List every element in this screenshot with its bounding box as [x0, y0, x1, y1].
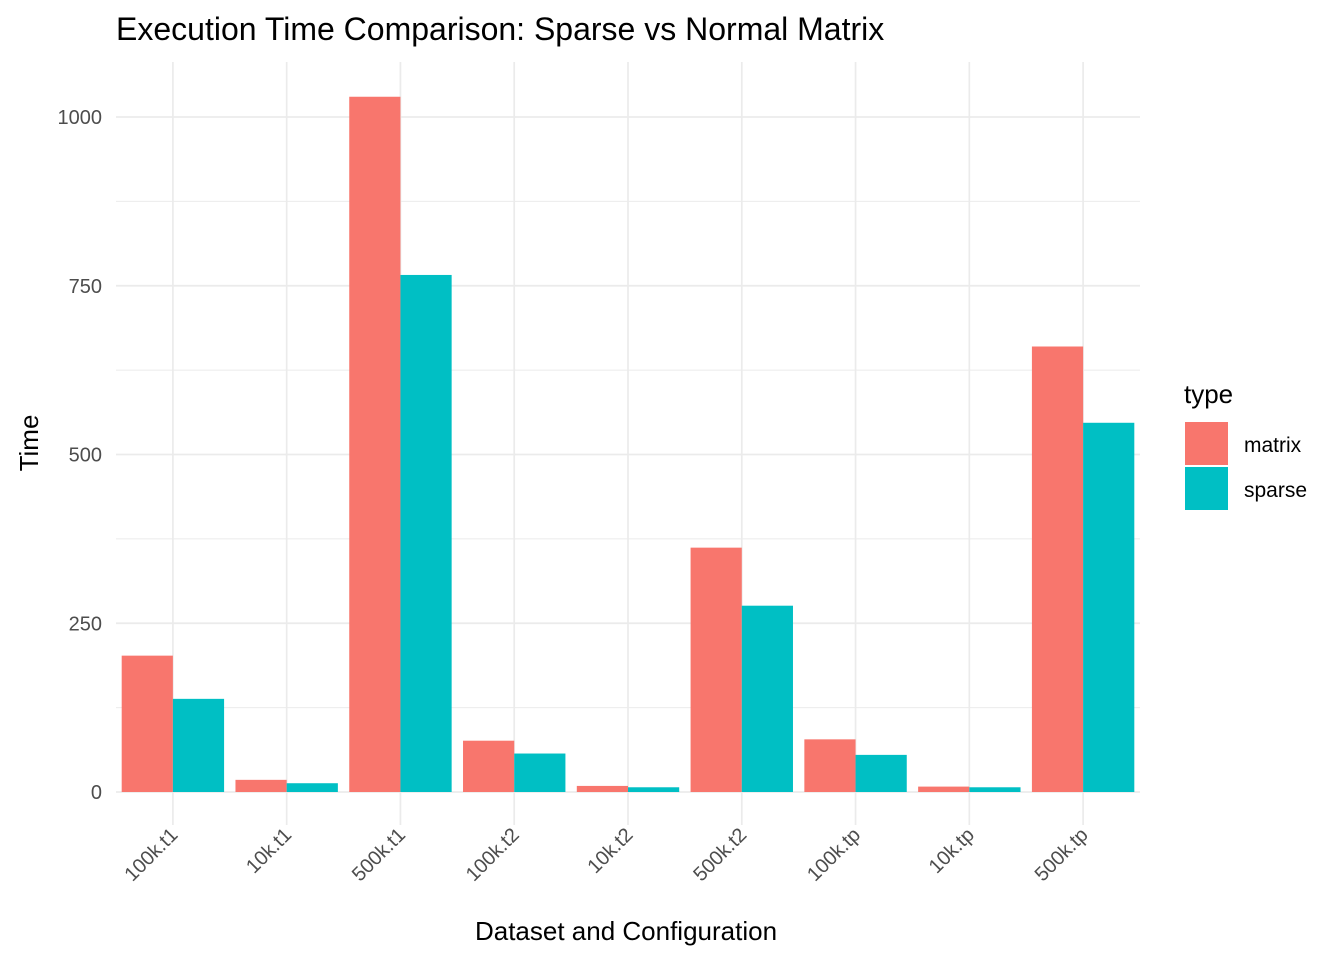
bar-matrix-500k.t1 — [349, 96, 401, 792]
bar-sparse-100k.t2 — [514, 753, 566, 792]
y-tick-label: 750 — [69, 276, 102, 298]
bar-sparse-10k.tp — [969, 787, 1021, 792]
y-tick-label: 1000 — [58, 107, 103, 129]
bars — [121, 96, 1135, 792]
bar-sparse-500k.t1 — [400, 274, 452, 792]
x-tick-label: 500k.t2 — [689, 824, 751, 886]
y-axis-ticks: 0 250 500 750 1000 — [58, 107, 103, 804]
x-tick-label: 100k.t2 — [462, 824, 524, 886]
x-axis-title: Dataset and Configuration — [475, 916, 777, 946]
bar-sparse-100k.t1 — [172, 698, 225, 792]
x-tick-label: 10k.t2 — [583, 824, 637, 878]
x-tick-label: 100k.t1 — [120, 824, 182, 886]
legend: type matrix sparse — [1184, 379, 1307, 510]
bar-matrix-10k.tp — [918, 786, 970, 792]
x-tick-label: 10k.tp — [925, 824, 979, 878]
legend-title: type — [1184, 379, 1233, 409]
legend-label-sparse: sparse — [1244, 479, 1307, 502]
bar-sparse-10k.t1 — [286, 783, 338, 792]
bar-matrix-10k.t2 — [576, 785, 628, 792]
x-tick-label: 500k.t1 — [348, 824, 410, 886]
bar-sparse-500k.tp — [1083, 422, 1135, 792]
y-tick-label: 250 — [69, 613, 102, 635]
legend-key-matrix — [1185, 422, 1228, 465]
bar-matrix-100k.tp — [804, 739, 856, 792]
bar-sparse-500k.t2 — [741, 605, 793, 792]
y-tick-label: 0 — [91, 782, 102, 804]
bar-matrix-500k.t2 — [690, 547, 742, 792]
bar-matrix-10k.t1 — [235, 779, 287, 792]
bar-sparse-10k.t2 — [628, 787, 680, 792]
y-axis-title: Time — [14, 415, 44, 472]
grid-lines — [116, 62, 1140, 825]
x-tick-label: 500k.tp — [1031, 824, 1093, 886]
legend-label-matrix: matrix — [1244, 434, 1302, 457]
x-tick-label: 10k.t1 — [242, 824, 296, 878]
bar-sparse-100k.tp — [855, 754, 907, 792]
legend-key-sparse — [1185, 467, 1228, 510]
bar-matrix-100k.t2 — [463, 740, 515, 792]
bar-matrix-100k.t1 — [121, 655, 173, 792]
y-tick-label: 500 — [69, 445, 102, 467]
bar-matrix-500k.tp — [1031, 346, 1084, 792]
x-tick-label: 100k.tp — [803, 824, 865, 886]
x-axis-ticks: 100k.t1 10k.t1 500k.t1 100k.t2 10k.t2 500k.t2… — [120, 824, 1092, 886]
chart-title: Execution Time Comparison: Sparse vs Nor… — [116, 11, 884, 47]
